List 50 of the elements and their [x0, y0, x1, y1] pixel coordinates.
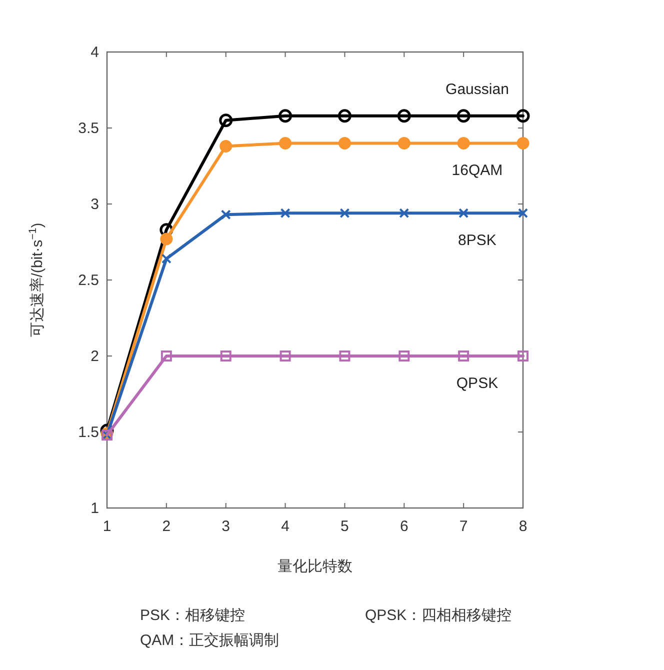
y-tick-label: 2.5 [78, 272, 99, 289]
point [339, 350, 350, 362]
point [516, 109, 530, 123]
series-label: Gaussian [446, 80, 509, 98]
x-tick-label: 2 [162, 518, 171, 535]
series-label: QPSK [456, 375, 498, 392]
point [160, 350, 172, 362]
point [160, 232, 173, 246]
point [458, 208, 469, 218]
x-tick-label: 8 [518, 518, 528, 535]
point [280, 350, 291, 362]
x-tick-label: 3 [222, 518, 230, 535]
y-tick-label: 1 [90, 500, 99, 517]
x-tick-label: 7 [459, 518, 468, 535]
point [278, 109, 292, 123]
point [456, 109, 470, 123]
point [399, 208, 410, 218]
point [397, 109, 411, 123]
point [161, 254, 172, 264]
point [220, 350, 232, 362]
point [279, 136, 292, 150]
y-tick-label: 4 [90, 44, 99, 61]
point [220, 210, 231, 220]
point [518, 208, 528, 218]
series-label: 16QAM [452, 162, 503, 180]
point [518, 350, 528, 362]
point [458, 350, 470, 362]
y-tick-label: 2 [90, 348, 99, 365]
x-tick-label: 6 [400, 518, 408, 535]
text: PSK：相移键控 [140, 607, 246, 624]
point [398, 350, 410, 362]
point [340, 208, 350, 218]
point [516, 136, 530, 150]
text: QAM：正交振幅调制 [140, 632, 280, 649]
point [280, 208, 290, 218]
x-tick-label: 4 [281, 518, 290, 535]
y-tick-label: 3 [90, 196, 99, 213]
y-tick-label: 1.5 [78, 424, 99, 441]
point [338, 109, 352, 123]
x-tick-label: 1 [102, 518, 112, 535]
point [219, 114, 233, 128]
y-tick-label: 3.5 [78, 120, 99, 137]
text: QPSK：四相相移键控 [365, 607, 512, 624]
x-axis-title: 量化比特数 [278, 558, 352, 575]
point [338, 136, 351, 150]
point [398, 136, 410, 150]
series-label: 8PSK [458, 232, 496, 250]
point [457, 136, 470, 150]
x-tick-label: 5 [340, 518, 349, 535]
point [220, 140, 232, 152]
